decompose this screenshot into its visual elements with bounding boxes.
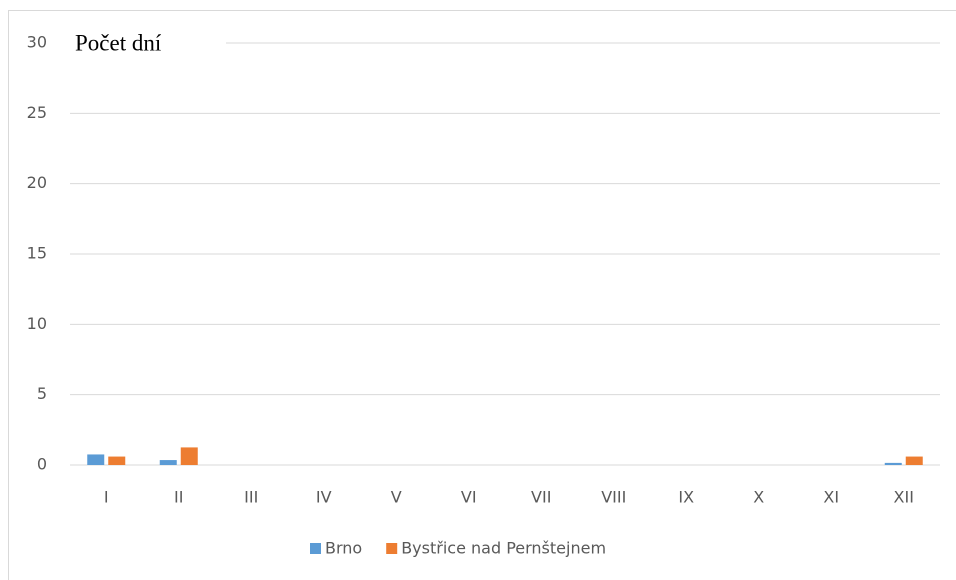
chart-border [8,10,956,580]
x-tick-label: VI [461,488,477,507]
x-tick-label: XII [894,488,914,507]
x-tick-label: IV [316,488,332,507]
x-tick-label: V [391,488,402,507]
legend-swatch [386,543,398,554]
x-tick-label: VIII [601,488,626,507]
title-background [66,25,226,63]
y-tick-label: 30 [27,33,47,52]
x-tick-label: XI [823,488,839,507]
x-tick-label: IX [678,488,694,507]
x-tick-label: III [244,488,258,507]
y-tick-label: 25 [27,103,47,122]
legend-label: Bystřice nad Pernštejnem [401,539,606,558]
y-tick-label: 20 [27,173,47,192]
bar [159,460,177,465]
legend-label: Brno [325,539,362,558]
bar [87,454,105,465]
bar [905,456,923,465]
x-tick-label: I [104,488,109,507]
bar [180,447,198,465]
y-tick-label: 15 [27,244,47,263]
x-tick-label: X [753,488,764,507]
legend-swatch [310,543,321,554]
y-tick-label: 5 [37,384,47,403]
x-tick-label: II [174,488,183,507]
bar [884,462,902,465]
y-tick-label: 0 [37,455,47,474]
x-tick-label: VII [531,488,551,507]
chart-title: Počet dní [75,30,162,55]
y-tick-label: 10 [27,314,47,333]
bar [108,456,126,465]
